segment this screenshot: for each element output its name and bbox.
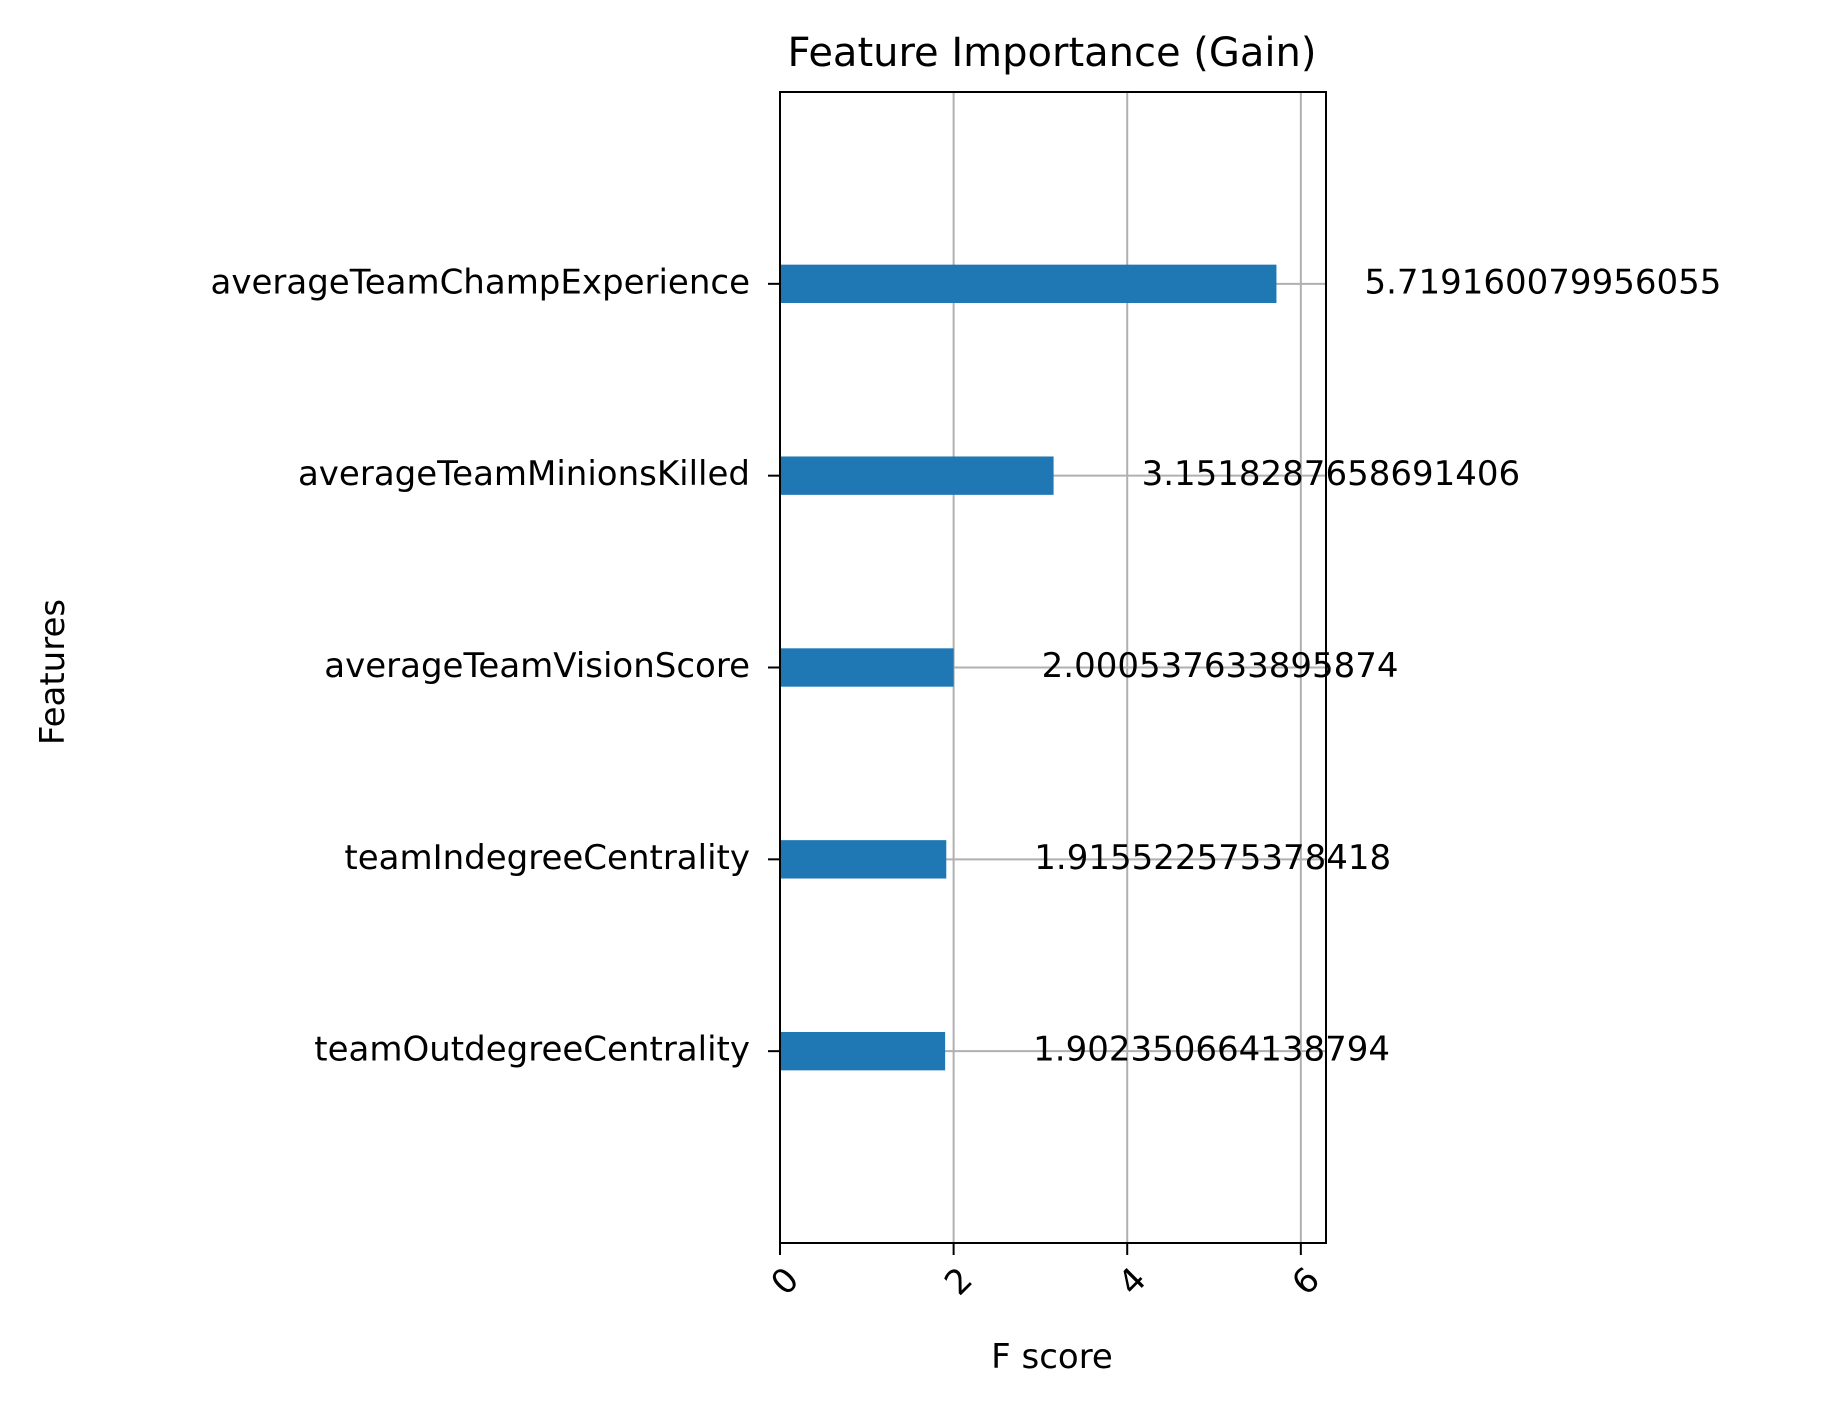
y-tick-label: averageTeamMinionsKilled [298, 454, 750, 494]
y-axis-label: Features [33, 599, 73, 745]
y-axis-ticks: averageTeamChampExperience averageTeamMin… [211, 262, 780, 1070]
y-tick-label: teamIndegreeCentrality [344, 838, 750, 878]
chart-title: Feature Importance (Gain) [788, 30, 1317, 76]
x-axis-label: F score [991, 1337, 1113, 1377]
bar-value-label: 5.719160079956055 [1364, 262, 1721, 302]
bars [780, 264, 1277, 1071]
y-tick-label: averageTeamVisionScore [324, 646, 750, 686]
bar-value-label: 1.902350664138794 [1033, 1030, 1390, 1070]
bar [780, 456, 1054, 495]
y-tick-label: averageTeamChampExperience [211, 262, 750, 302]
bar [780, 1031, 946, 1071]
bar-value-label: 2.000537633895874 [1042, 646, 1399, 686]
bar [780, 840, 947, 879]
bar-value-label: 1.915522575378418 [1034, 838, 1391, 878]
bar [780, 648, 954, 687]
y-tick-label: teamOutdegreeCentrality [314, 1030, 750, 1070]
value-labels: 5.719160079956055 3.1518287658691406 2.000… [1033, 262, 1721, 1069]
bar [780, 264, 1277, 304]
bar-value-label: 3.1518287658691406 [1142, 454, 1521, 494]
